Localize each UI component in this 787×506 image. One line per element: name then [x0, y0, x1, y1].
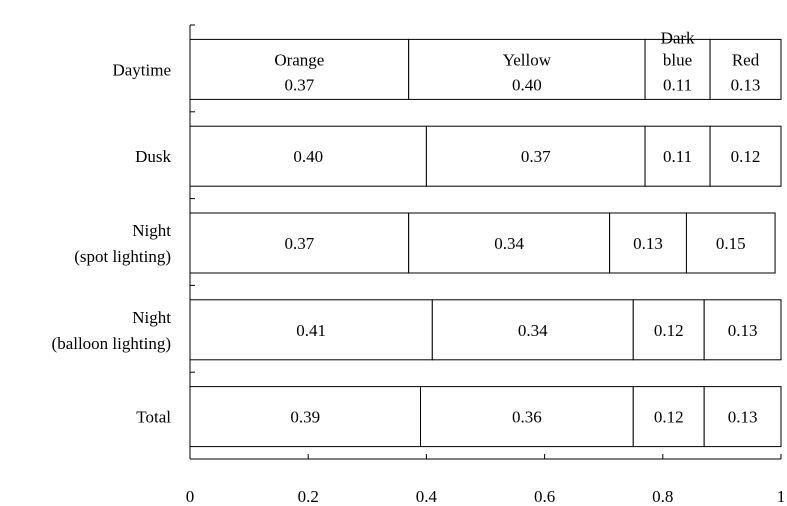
bar-segment — [408, 212, 611, 274]
category-label: Dusk — [135, 147, 171, 166]
data-label: 0.40 — [512, 75, 542, 94]
data-label: 0.13 — [728, 408, 758, 427]
data-label: 0.37 — [521, 147, 551, 166]
data-label: 0.34 — [518, 321, 548, 340]
series-label: blue — [663, 50, 692, 69]
bar-segment — [644, 125, 711, 187]
data-label: 0.11 — [663, 147, 692, 166]
series-label: Dark — [661, 28, 695, 47]
x-tick-label: 0.4 — [416, 487, 438, 506]
series-label: Red — [732, 50, 760, 69]
category-label: (balloon lighting) — [52, 334, 171, 353]
data-label: 0.39 — [290, 408, 320, 427]
bar-segment — [419, 386, 634, 448]
bar-segment — [189, 386, 421, 448]
bar-segment — [609, 212, 687, 274]
bar-segment — [709, 125, 782, 187]
bar-segment — [685, 212, 776, 274]
bar-segment — [431, 299, 634, 361]
x-tick-label: 0.6 — [534, 487, 555, 506]
data-label: 0.36 — [512, 408, 542, 427]
data-label: 0.12 — [654, 321, 684, 340]
bar-segment — [425, 125, 646, 187]
bar-segment — [189, 38, 410, 100]
data-label: 0.40 — [293, 147, 323, 166]
x-tick-label: 1 — [777, 487, 786, 506]
bar-segment — [632, 299, 705, 361]
data-label: 0.34 — [494, 234, 524, 253]
data-label: 0.37 — [284, 234, 314, 253]
category-label: (spot lighting) — [74, 247, 171, 266]
data-label: 0.12 — [654, 408, 684, 427]
series-label: Yellow — [503, 50, 552, 69]
x-tick-label: 0.2 — [298, 487, 319, 506]
data-label: 0.11 — [663, 75, 692, 94]
category-label: Night — [132, 308, 171, 327]
category-label: Night — [132, 221, 171, 240]
category-label: Daytime — [112, 60, 171, 79]
bar-segment — [632, 386, 705, 448]
category-label: Total — [136, 408, 171, 427]
bar-segment — [189, 125, 427, 187]
data-label: 0.13 — [731, 75, 761, 94]
bar-segment — [189, 212, 410, 274]
bar-segment — [703, 299, 782, 361]
bar-segment — [189, 299, 433, 361]
bar-segment — [709, 38, 782, 100]
x-tick-label: 0 — [186, 487, 195, 506]
data-label: 0.13 — [633, 234, 663, 253]
series-label: Orange — [274, 50, 324, 69]
bar-segment — [644, 38, 711, 100]
data-label: 0.12 — [731, 147, 761, 166]
data-label: 0.15 — [716, 234, 746, 253]
data-label: 0.37 — [284, 75, 314, 94]
data-label: 0.13 — [728, 321, 758, 340]
bar-segment — [408, 38, 646, 100]
bar-segment — [703, 386, 782, 448]
data-label: 0.41 — [296, 321, 326, 340]
x-tick-label: 0.8 — [652, 487, 673, 506]
